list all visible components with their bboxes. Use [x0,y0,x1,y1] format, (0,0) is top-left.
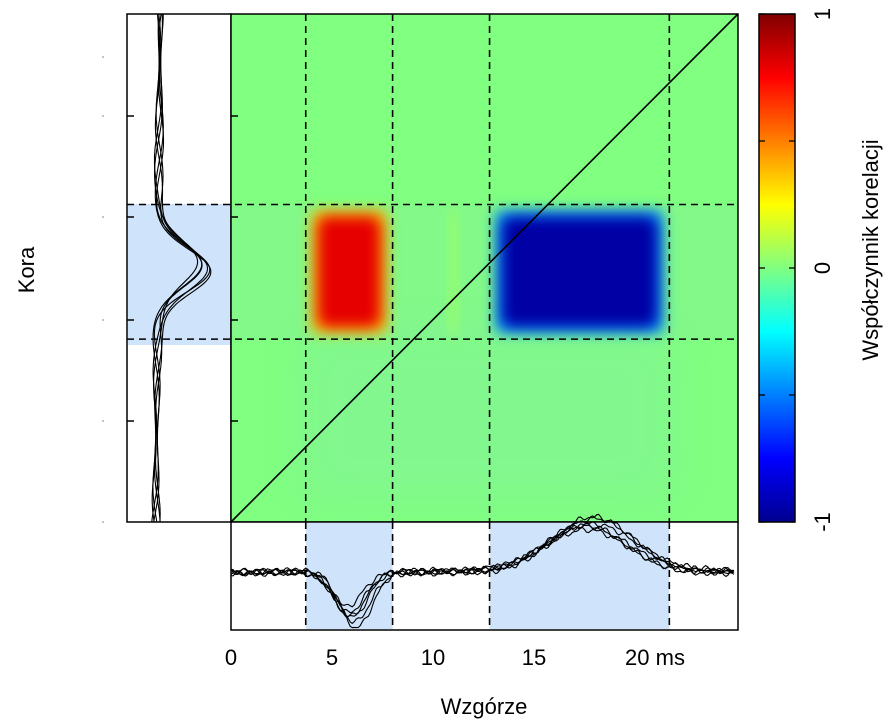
cortex-marginal-plot [126,13,232,523]
colorbar-label: Współczynnik korelacji [858,139,883,360]
heatmap-cell-halo [449,210,458,334]
heatmap-lower-tint [300,328,675,502]
heatmap-cell-3 [449,210,458,334]
x-tick-label-5: 5 [326,645,338,670]
colorbar: 1 0 -1 [758,8,835,532]
x-tick-label-0: 0 [225,645,237,670]
colorbar-tick-label-2: 0 [810,262,835,274]
x-axis: 0 5 10 15 20 ms [225,645,685,670]
cortex-highlight-band [128,204,231,345]
cortex-trace-6 [152,13,212,523]
thalamus-traces [230,513,735,629]
diagonal-line [230,13,739,523]
heatmap-cell-2 [495,210,664,334]
colorbar-tick-label-1: 1 [810,8,835,20]
colorbar-ticks: 1 0 -1 [759,8,835,532]
cortex-traces [151,13,212,523]
x-tick-label-10: 10 [421,645,445,670]
heatmap-cell-1 [311,210,387,334]
thalamus-dashed-lines [304,522,671,630]
thalamus-trace-4 [230,521,735,618]
heatmap-cell-core [501,216,658,328]
y-axis-label: Kora [14,246,39,293]
colorbar-tick-label-3: -1 [810,512,835,532]
thalamus-marginal-plot [230,513,739,631]
x-tick-label-15: 15 [522,645,546,670]
heatmap-cell-core [317,216,381,328]
thalamus-trace-6 [230,513,735,629]
x-axis-label: Wzgórze [441,694,528,719]
thalamus-band-2 [489,523,670,629]
x-tick-label-20: 20 ms [625,645,685,670]
heatmap-cells [231,204,738,502]
